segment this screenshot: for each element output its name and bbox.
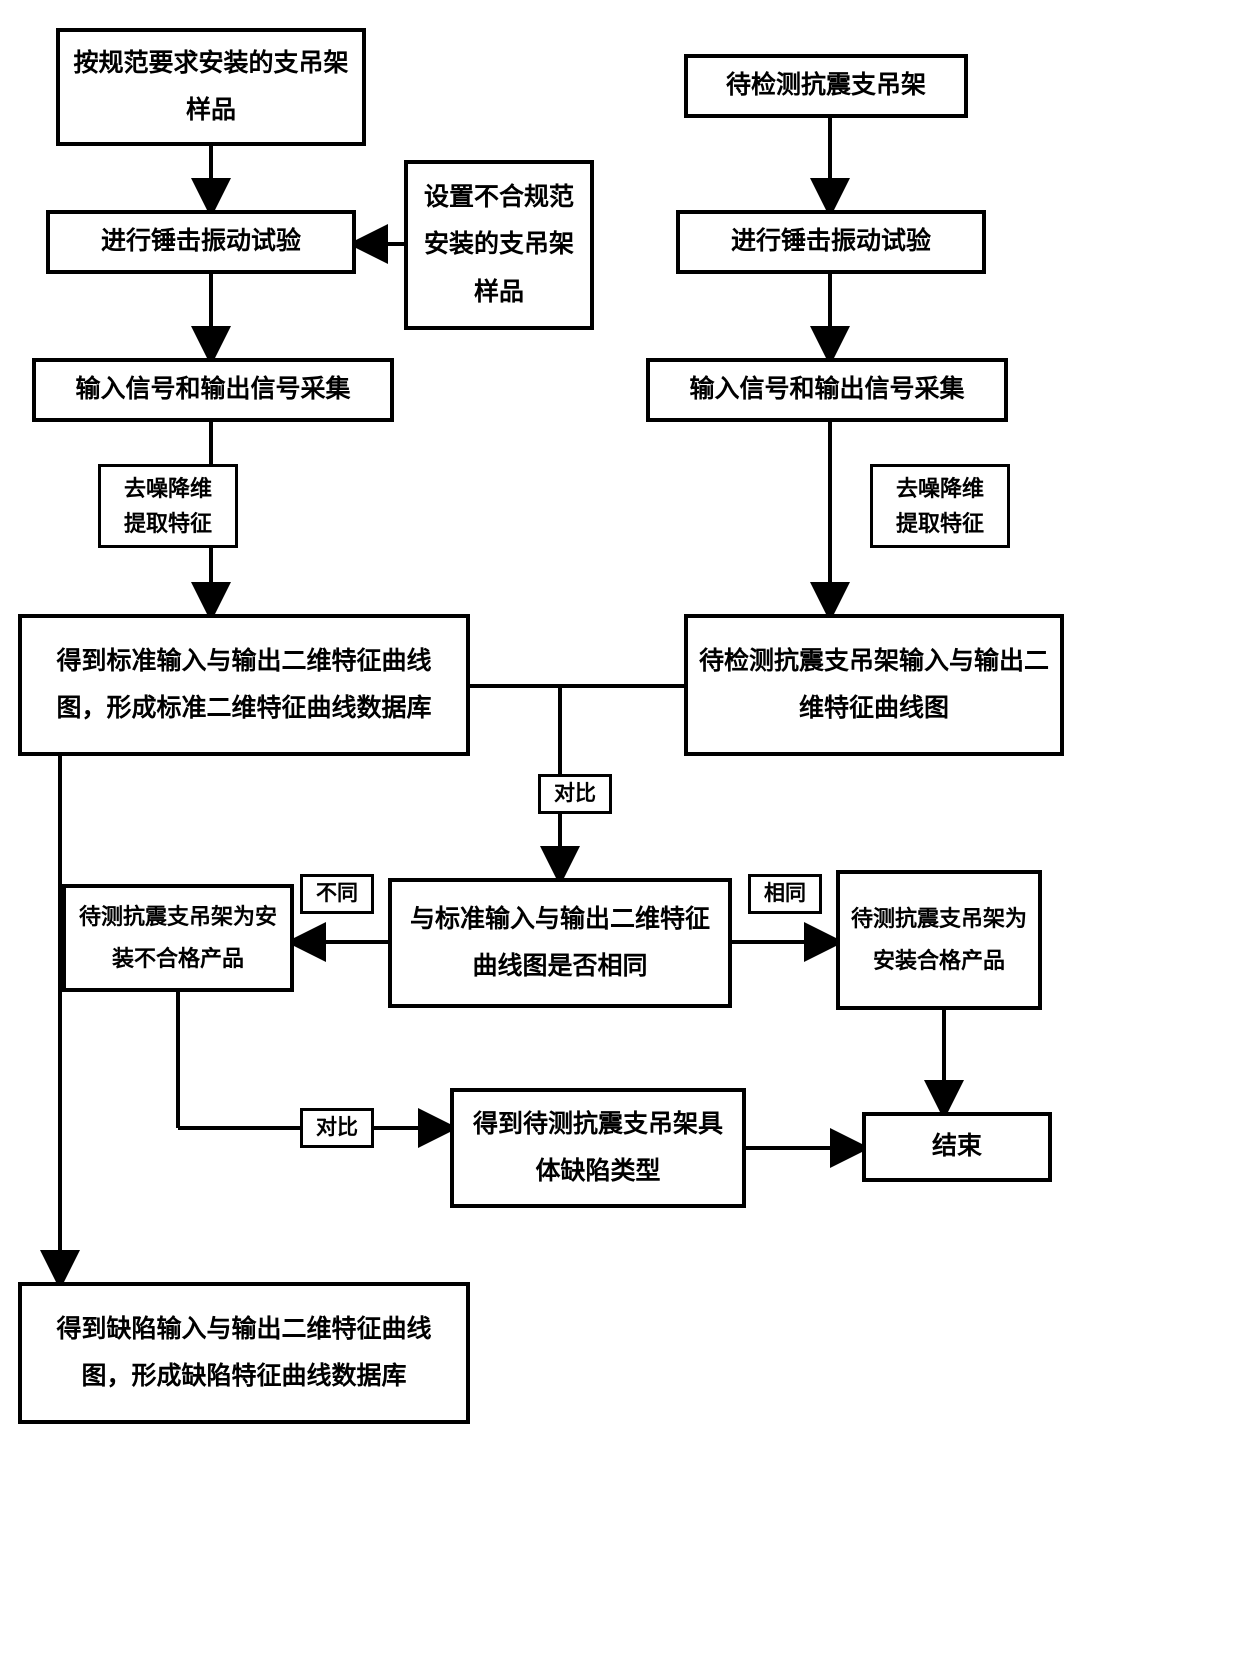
node-n1: 按规范要求安装的支吊架样品: [56, 28, 366, 146]
node-n21: 得到缺陷输入与输出二维特征曲线图，形成缺陷特征曲线数据库: [18, 1282, 470, 1424]
node-n17: 待测抗震支吊架为安装合格产品: [836, 870, 1042, 1010]
node-n19: 得到待测抗震支吊架具体缺陷类型: [450, 1088, 746, 1208]
node-n6: 输入信号和输出信号采集: [32, 358, 394, 422]
node-n20: 结束: [862, 1112, 1052, 1182]
node-n13: 与标准输入与输出二维特征曲线图是否相同: [388, 878, 732, 1008]
node-n7: 输入信号和输出信号采集: [646, 358, 1008, 422]
node-n14: 不同: [300, 874, 374, 914]
node-n2: 进行锤击振动试验: [46, 210, 356, 274]
node-n5: 进行锤击振动试验: [676, 210, 986, 274]
node-n12: 对比: [538, 774, 612, 814]
node-n16: 待测抗震支吊架为安装不合格产品: [62, 884, 294, 992]
node-n4: 待检测抗震支吊架: [684, 54, 968, 118]
node-n15: 相同: [748, 874, 822, 914]
node-n10: 得到标准输入与输出二维特征曲线图，形成标准二维特征曲线数据库: [18, 614, 470, 756]
node-n11: 待检测抗震支吊架输入与输出二维特征曲线图: [684, 614, 1064, 756]
node-n3: 设置不合规范安装的支吊架样品: [404, 160, 594, 330]
node-n9: 去噪降维 提取特征: [870, 464, 1010, 548]
node-n18: 对比: [300, 1108, 374, 1148]
node-n8: 去噪降维 提取特征: [98, 464, 238, 548]
